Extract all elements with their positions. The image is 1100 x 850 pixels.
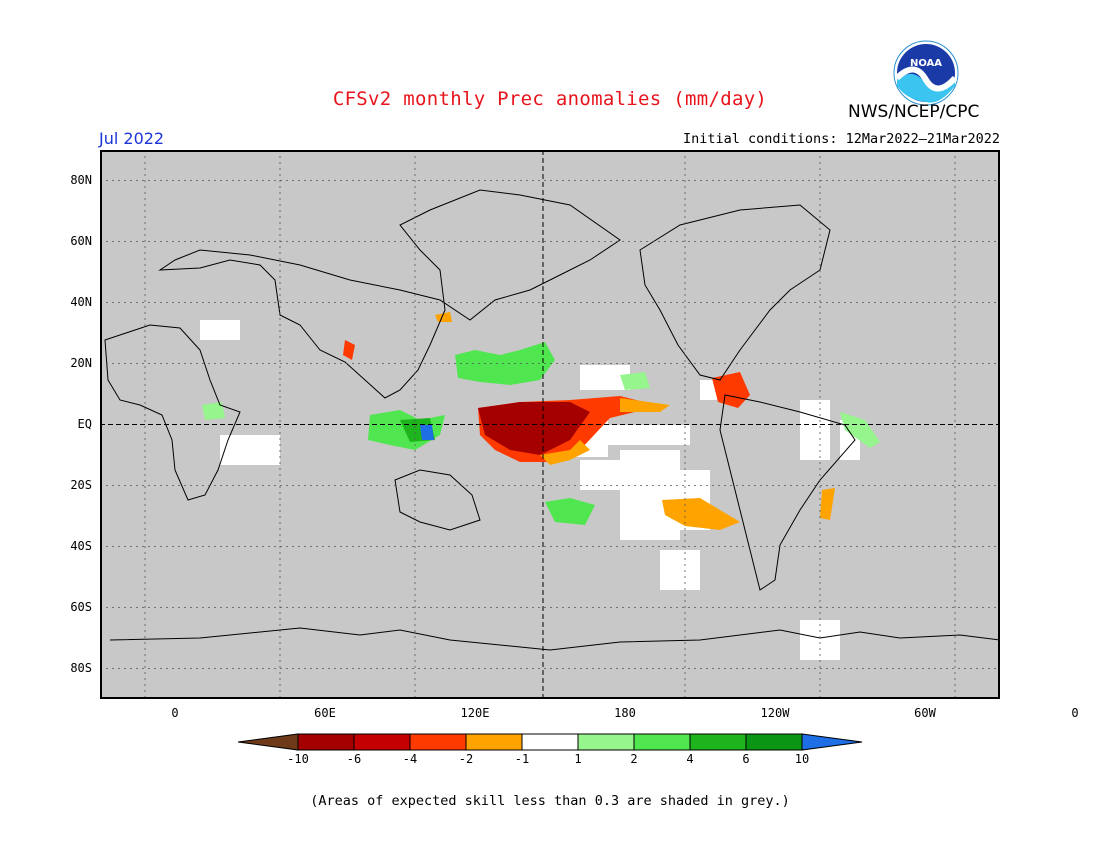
noaa-logo-text: NOAA [910,58,942,69]
grid [100,150,1000,699]
lat-tick-label: EQ [77,416,92,431]
colorbar-tick-label: 1 [574,752,582,766]
colorbar-swatch [521,733,579,751]
lon-tick-label: 120E [460,706,490,720]
colorbar-tick-label: 4 [686,752,694,766]
lat-tick-label: 80S [70,660,92,675]
lon-tick-label: 120W [760,706,790,720]
chart-title: CFSv2 monthly Prec anomalies (mm/day) [332,88,768,110]
organization-label: NWS/NCEP/CPC [848,102,980,122]
colorbar-tick-label: -6 [346,752,362,766]
colorbar [238,733,863,751]
colorbar-swatch [689,733,747,751]
lon-tick-label: 60E [314,706,336,720]
colorbar-tick-label: 6 [742,752,750,766]
noaa-logo: NOAA [893,40,959,110]
lat-tick-label: 20S [70,477,92,492]
colorbar-swatch [353,733,411,751]
colorbar-high-arrow [801,733,863,751]
lon-tick-label: 60W [914,706,936,720]
lat-tick-label: 60N [70,233,92,248]
lon-tick-label: 180 [614,706,636,720]
lat-tick-label: 80N [70,172,92,187]
colorbar-tick-label: 2 [630,752,638,766]
lon-tick-label: 0 [1071,706,1079,720]
colorbar-swatch [577,733,635,751]
colorbar-tick-label: -10 [287,752,309,766]
colorbar-tick-label: -4 [402,752,418,766]
skill-footnote: (Areas of expected skill less than 0.3 a… [310,793,790,809]
colorbar-tick-label: 10 [794,752,810,766]
initial-conditions-label: Initial conditions: 12Mar2022–21Mar2022 [683,131,1000,147]
colorbar-swatch [633,733,691,751]
colorbar-swatch [297,733,355,751]
colorbar-low-arrow [238,733,299,751]
negative-anomalies [343,312,835,530]
lon-tick-label: 0 [171,706,179,720]
colorbar-swatch [409,733,467,751]
lat-tick-label: 40N [70,294,92,309]
colorbar-swatch [465,733,523,751]
lat-tick-label: 20N [70,355,92,370]
colorbar-tick-label: -2 [458,752,474,766]
valid-month-label: Jul 2022 [99,129,165,148]
colorbar-tick-label: -1 [514,752,530,766]
colorbar-swatch [745,733,803,751]
anomaly-map [100,150,1000,699]
lat-tick-label: 40S [70,538,92,553]
lat-tick-label: 60S [70,599,92,614]
map-frame [100,150,1000,699]
